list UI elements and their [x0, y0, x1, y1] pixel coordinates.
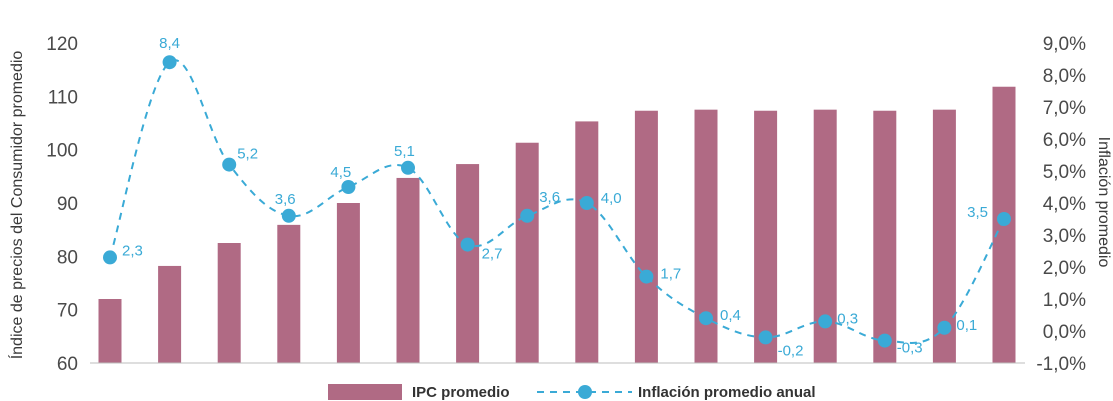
inflation-point — [997, 212, 1011, 226]
left-tick-label: 60 — [57, 354, 78, 375]
point-label: 5,2 — [237, 146, 258, 163]
point-label: 3,5 — [967, 204, 988, 221]
right-axis-title: Inflación promedio — [1095, 137, 1112, 268]
legend-swatch-inflation-marker — [578, 385, 592, 399]
inflation-point — [699, 311, 713, 326]
right-tick-label: 1,0% — [1043, 290, 1086, 311]
right-tick-label: 9,0% — [1043, 34, 1086, 55]
inflation-point — [877, 333, 892, 348]
line-series — [103, 55, 1011, 348]
point-label: 2,7 — [482, 246, 503, 263]
legend: IPC promedio Inflación promedio anual — [328, 384, 816, 401]
point-label: 0,4 — [720, 307, 741, 324]
bar — [217, 243, 241, 363]
point-label: 3,6 — [275, 191, 296, 208]
right-tick-label: 2,0% — [1043, 258, 1086, 279]
inflation-point — [401, 160, 415, 175]
right-axis-ticks: 9,0% 8,0% 7,0% 6,0% 5,0% 4,0% 3,0% 2,0% 1,0% 0,0%… — [1036, 34, 1086, 375]
point-label: 0,1 — [956, 317, 977, 334]
legend-label-inflation: Inflación promedio anual — [638, 384, 816, 401]
inflation-point — [222, 157, 237, 172]
left-tick-label: 120 — [46, 34, 78, 55]
bar — [396, 177, 420, 363]
bar — [515, 142, 539, 363]
bar — [575, 121, 599, 364]
right-tick-label: 5,0% — [1043, 162, 1086, 183]
bar — [813, 109, 837, 364]
inflation-point — [162, 55, 177, 70]
bar — [98, 299, 122, 363]
bar — [754, 110, 778, 363]
bar — [277, 224, 301, 363]
left-tick-label: 110 — [48, 87, 78, 108]
inflation-point — [818, 314, 833, 329]
right-tick-label: 8,0% — [1043, 66, 1086, 87]
left-tick-label: 90 — [57, 194, 78, 215]
bar — [158, 265, 182, 363]
bar-series — [98, 86, 1016, 364]
inflation-point — [460, 237, 475, 252]
left-axis-title: Índice de precios del Consumidor promedi… — [7, 51, 26, 360]
point-label: -0,2 — [778, 342, 804, 359]
legend-swatch-ipc — [328, 384, 402, 400]
point-label: 1,7 — [660, 266, 681, 283]
bar — [336, 203, 360, 363]
legend-label-ipc: IPC promedio — [412, 384, 510, 401]
inflation-point — [520, 208, 535, 223]
point-label: 4,0 — [601, 190, 622, 207]
inflation-point — [937, 320, 952, 335]
point-label: 2,3 — [122, 242, 143, 259]
inflation-point — [758, 330, 773, 345]
bar — [634, 110, 658, 363]
inflation-point — [579, 196, 594, 210]
inflation-point — [281, 208, 296, 223]
right-tick-label: 7,0% — [1043, 98, 1086, 119]
right-tick-label: 3,0% — [1043, 226, 1086, 247]
point-label: 3,6 — [539, 189, 560, 206]
inflation-point — [103, 250, 117, 265]
right-tick-label: 6,0% — [1043, 130, 1086, 151]
left-tick-label: 80 — [57, 247, 78, 268]
point-label: 8,4 — [159, 35, 180, 52]
point-label: 4,5 — [330, 164, 351, 181]
left-axis-ticks: 120 110 100 90 80 70 60 — [46, 34, 78, 375]
left-tick-label: 70 — [57, 301, 78, 322]
left-tick-label: 100 — [46, 141, 78, 162]
inflation-point — [639, 269, 654, 284]
bar — [873, 110, 897, 363]
inflation-point — [341, 180, 356, 194]
right-tick-label: -1,0% — [1036, 354, 1086, 375]
right-tick-label: 4,0% — [1043, 194, 1086, 215]
bar — [694, 109, 718, 364]
right-tick-label: 0,0% — [1043, 322, 1086, 343]
point-label: -0,3 — [897, 340, 923, 357]
point-label: 5,1 — [394, 143, 415, 160]
bar — [932, 109, 956, 364]
bar — [456, 164, 480, 363]
point-label: 0,3 — [837, 310, 858, 327]
point-labels: 2,3 8,4 5,2 3,6 4,5 5,1 2,7 3,6 4,0 1,7 0,4 -0,2 0,3… — [122, 35, 988, 359]
